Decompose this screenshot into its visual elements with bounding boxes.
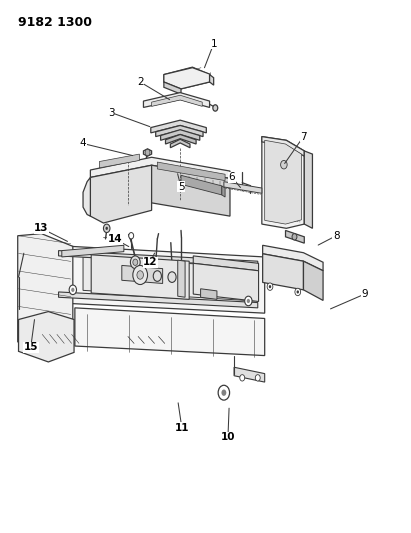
Text: 9182 1300: 9182 1300 [18, 16, 92, 29]
Text: 9: 9 [361, 289, 368, 299]
Polygon shape [143, 149, 152, 156]
Polygon shape [91, 255, 189, 300]
Polygon shape [90, 157, 230, 179]
Circle shape [269, 285, 271, 288]
Polygon shape [224, 182, 262, 193]
Circle shape [296, 290, 299, 294]
Circle shape [137, 271, 143, 279]
Circle shape [222, 390, 226, 396]
Polygon shape [18, 233, 73, 354]
Polygon shape [18, 312, 74, 362]
Polygon shape [161, 130, 200, 140]
Text: 2: 2 [137, 77, 143, 87]
Circle shape [295, 288, 300, 296]
Text: 7: 7 [300, 132, 307, 142]
Polygon shape [51, 245, 265, 313]
Polygon shape [143, 93, 210, 108]
Circle shape [168, 272, 176, 282]
Text: 14: 14 [108, 234, 122, 244]
Polygon shape [164, 67, 210, 89]
Polygon shape [58, 251, 258, 266]
Polygon shape [222, 186, 225, 197]
Text: 15: 15 [23, 342, 38, 352]
Polygon shape [166, 134, 196, 144]
Circle shape [106, 227, 108, 230]
Circle shape [104, 224, 110, 232]
Polygon shape [210, 75, 214, 85]
Polygon shape [286, 230, 304, 243]
Polygon shape [152, 95, 202, 107]
Polygon shape [90, 165, 152, 223]
Circle shape [240, 375, 245, 381]
Text: 3: 3 [108, 108, 115, 118]
Polygon shape [99, 154, 139, 168]
Polygon shape [151, 120, 206, 133]
Circle shape [129, 232, 134, 239]
Polygon shape [193, 263, 259, 302]
Text: 10: 10 [221, 432, 235, 442]
Text: 1: 1 [210, 39, 217, 49]
Circle shape [292, 233, 297, 240]
Polygon shape [262, 136, 304, 228]
Text: 6: 6 [229, 172, 236, 182]
Circle shape [218, 385, 230, 400]
Polygon shape [122, 265, 163, 284]
Circle shape [255, 375, 260, 381]
Circle shape [153, 271, 162, 281]
Text: 4: 4 [80, 139, 86, 149]
Text: 11: 11 [175, 423, 189, 433]
Text: 13: 13 [34, 223, 48, 233]
Circle shape [281, 160, 287, 169]
Circle shape [213, 105, 218, 111]
Polygon shape [181, 175, 222, 195]
Polygon shape [83, 177, 90, 216]
Polygon shape [157, 162, 225, 181]
Circle shape [71, 288, 74, 292]
Polygon shape [265, 140, 301, 224]
Circle shape [130, 256, 140, 269]
Polygon shape [58, 292, 258, 308]
Polygon shape [178, 260, 185, 297]
Polygon shape [171, 139, 190, 148]
Text: 5: 5 [178, 182, 184, 192]
Circle shape [69, 285, 76, 295]
Polygon shape [262, 136, 304, 156]
Polygon shape [62, 245, 124, 257]
Polygon shape [263, 245, 323, 271]
Text: 8: 8 [333, 231, 339, 241]
Circle shape [145, 149, 150, 156]
Text: 12: 12 [143, 257, 158, 267]
Polygon shape [193, 256, 259, 271]
Polygon shape [303, 261, 323, 301]
Polygon shape [164, 82, 181, 94]
Circle shape [133, 265, 148, 285]
Circle shape [267, 283, 273, 290]
Circle shape [245, 296, 252, 306]
Polygon shape [304, 151, 312, 228]
Polygon shape [201, 289, 217, 300]
Polygon shape [234, 367, 265, 382]
Polygon shape [152, 165, 230, 216]
Polygon shape [263, 254, 303, 290]
Circle shape [133, 259, 138, 265]
Polygon shape [75, 308, 265, 356]
Polygon shape [156, 125, 203, 136]
Polygon shape [83, 257, 254, 301]
Circle shape [247, 299, 250, 303]
Polygon shape [164, 68, 210, 89]
